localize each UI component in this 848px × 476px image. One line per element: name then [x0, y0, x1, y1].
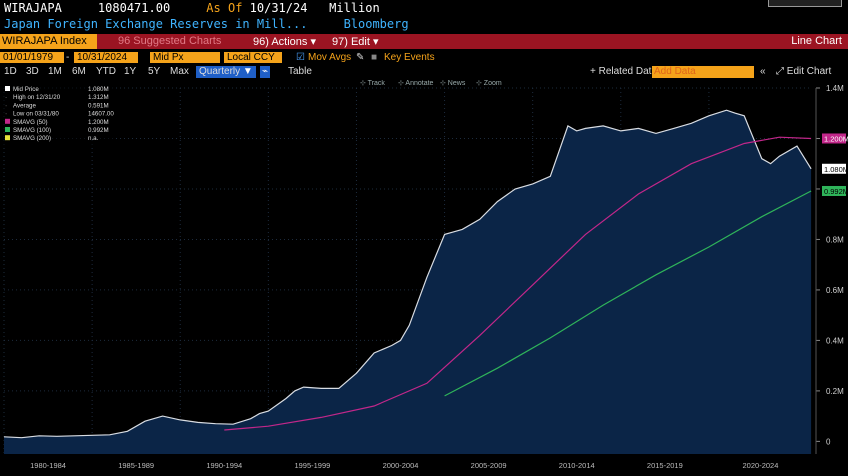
- sma50-value-label: 1.200M: [824, 134, 848, 143]
- chart-area[interactable]: 00.2M0.4M0.6M0.8M1.0M1.2M1.4M 1980-19841…: [0, 80, 848, 476]
- legend-name: SMAVG (200): [13, 135, 51, 142]
- pencil-icon[interactable]: ✎: [356, 52, 365, 63]
- x-tick-label: 2000-2004: [383, 461, 419, 470]
- x-axis: 1980-1984 1985-1989 1990-1994 1995-1999 2000…: [30, 461, 778, 470]
- sma100-line: [444, 190, 812, 397]
- chart-mode-icon[interactable]: ⌁: [260, 66, 271, 78]
- legend: Mid Price 1.080M · High on 12/31/20 1.312M · A…: [2, 82, 114, 148]
- as-of-label: As Of: [206, 1, 243, 15]
- period-1m[interactable]: 1M: [48, 66, 62, 77]
- legend-value: 1.312M: [88, 94, 109, 101]
- x-tick-label: 1995-1999: [294, 461, 330, 470]
- legend-swatch: [5, 135, 10, 141]
- legend-value: 14607.00: [88, 111, 114, 118]
- price-value-box: [822, 163, 846, 174]
- add-data-input[interactable]: Add Data: [652, 66, 754, 78]
- legend-value: 1.080M: [88, 86, 109, 93]
- currency-select[interactable]: Local CCY: [224, 52, 282, 63]
- frequency-select[interactable]: Quarterly ▼: [196, 66, 256, 78]
- legend-bullet: ·: [5, 102, 7, 109]
- legend-name: SMAVG (100): [13, 127, 51, 134]
- x-tick-label: 2015-2019: [647, 461, 683, 470]
- period-5y[interactable]: 5Y: [148, 66, 161, 77]
- source-label: Bloomberg: [343, 17, 409, 31]
- price-area: [4, 110, 812, 454]
- y-tick-label: 1.4M: [826, 84, 844, 93]
- y-tick-label: 0: [826, 437, 831, 446]
- price-field-select[interactable]: Mid Px: [150, 52, 220, 63]
- legend-bullet: ·: [5, 111, 7, 118]
- price-value-label: 1.080M: [824, 165, 848, 174]
- security-header: WIRAJAPA 1080471.00 As Of 10/31/24 Milli…: [0, 0, 848, 34]
- last-value: 1080471.00: [97, 1, 171, 15]
- chart-type-label: Line Chart: [791, 35, 842, 47]
- x-tick-label: 1980-1984: [30, 461, 66, 470]
- legend-value: 0.992M: [88, 127, 109, 134]
- as-of-date: 10/31/24: [249, 1, 308, 15]
- sma100-value-box: [822, 185, 846, 196]
- tool-news: ⊹ News: [440, 80, 466, 87]
- period-row: 1D 3D 1M 6M YTD 1Y 5Y Max Quarterly ▼ ⌁ …: [0, 65, 848, 79]
- y-tick-label: 0.4M: [826, 336, 844, 345]
- legend-name: Average: [13, 102, 36, 109]
- tool-annotate: ⊹ Annotate: [398, 80, 434, 87]
- period-max[interactable]: Max: [170, 66, 189, 77]
- legend-swatch: [5, 86, 10, 91]
- legend-name: Mid Price: [13, 86, 39, 93]
- legend-name: High on 12/31/20: [13, 94, 61, 101]
- key-events-label[interactable]: Key Events: [384, 52, 435, 63]
- edit-menu[interactable]: 97) Edit ▾: [332, 36, 379, 48]
- legend-name: Low on 03/31/80: [13, 111, 59, 118]
- description-label: Japan Foreign Exchange Reserves in Mill.…: [4, 17, 308, 31]
- end-date-field[interactable]: 10/31/2024: [74, 52, 138, 63]
- header-tag: [768, 0, 842, 7]
- period-3d[interactable]: 3D: [26, 66, 39, 77]
- table-button[interactable]: Table: [288, 66, 312, 77]
- menu-bar: WIRAJAPA Index 96 Suggested Charts 96) A…: [0, 34, 848, 49]
- legend-background: [2, 82, 114, 148]
- start-date-field[interactable]: 01/01/1979: [0, 52, 64, 63]
- legend-swatch: [5, 127, 10, 132]
- date-separator: -: [66, 52, 70, 63]
- x-tick-label: 1985-1989: [118, 461, 154, 470]
- tool-track: ⊹ Track: [360, 80, 385, 87]
- period-1y[interactable]: 1Y: [124, 66, 137, 77]
- x-tick-label: 1990-1994: [206, 461, 242, 470]
- ticker-label: WIRAJAPA: [4, 1, 62, 15]
- right-value-labels: 1.200M 1.080M 0.992M: [822, 133, 848, 196]
- mov-avgs-checkbox[interactable]: ☑: [296, 52, 305, 63]
- security-field[interactable]: WIRAJAPA Index: [0, 34, 97, 49]
- edit-chart-button[interactable]: ⤢ Edit Chart: [776, 66, 832, 77]
- units-label: Million: [329, 1, 380, 15]
- legend-value: 0.591M: [88, 102, 109, 109]
- period-6m[interactable]: 6M: [72, 66, 86, 77]
- legend-name: SMAVG (50): [13, 119, 48, 126]
- legend-value: 1.200M: [88, 119, 109, 126]
- x-tick-label: 2020-2024: [743, 461, 779, 470]
- y-tick-label: 0.2M: [826, 387, 844, 396]
- y-tick-label: 0.8M: [826, 235, 844, 244]
- price-line: [3, 109, 812, 439]
- sma100-value-label: 0.992M: [824, 187, 848, 196]
- collapse-icon[interactable]: «: [760, 66, 766, 77]
- chart-tools: ⊹ Track ⊹ Annotate ⊹ News ⊹ Zoom: [360, 80, 502, 87]
- legend-value: n.a.: [88, 135, 99, 142]
- actions-menu[interactable]: 96) Actions ▾: [253, 36, 316, 48]
- legend-bullet: ·: [5, 94, 7, 101]
- key-events-checkbox[interactable]: ■: [371, 52, 378, 63]
- sma50-line: [224, 136, 812, 431]
- x-tick-label: 2010-2014: [559, 461, 595, 470]
- legend-swatch: [5, 118, 10, 124]
- tool-zoom: ⊹ Zoom: [476, 80, 502, 87]
- period-ytd[interactable]: YTD: [96, 66, 116, 77]
- settings-row: 01/01/1979 - 10/31/2024 Mid Px Local CCY…: [0, 50, 848, 65]
- suggested-charts-button[interactable]: 96 Suggested Charts: [118, 35, 222, 47]
- sma50-value-box: [822, 133, 846, 144]
- period-1d[interactable]: 1D: [4, 66, 17, 77]
- y-tick-label: 0.6M: [826, 286, 844, 295]
- mov-avgs-label[interactable]: Mov Avgs: [308, 52, 352, 63]
- related-data-button[interactable]: + Related Dat: [590, 66, 652, 77]
- x-tick-label: 2005-2009: [471, 461, 507, 470]
